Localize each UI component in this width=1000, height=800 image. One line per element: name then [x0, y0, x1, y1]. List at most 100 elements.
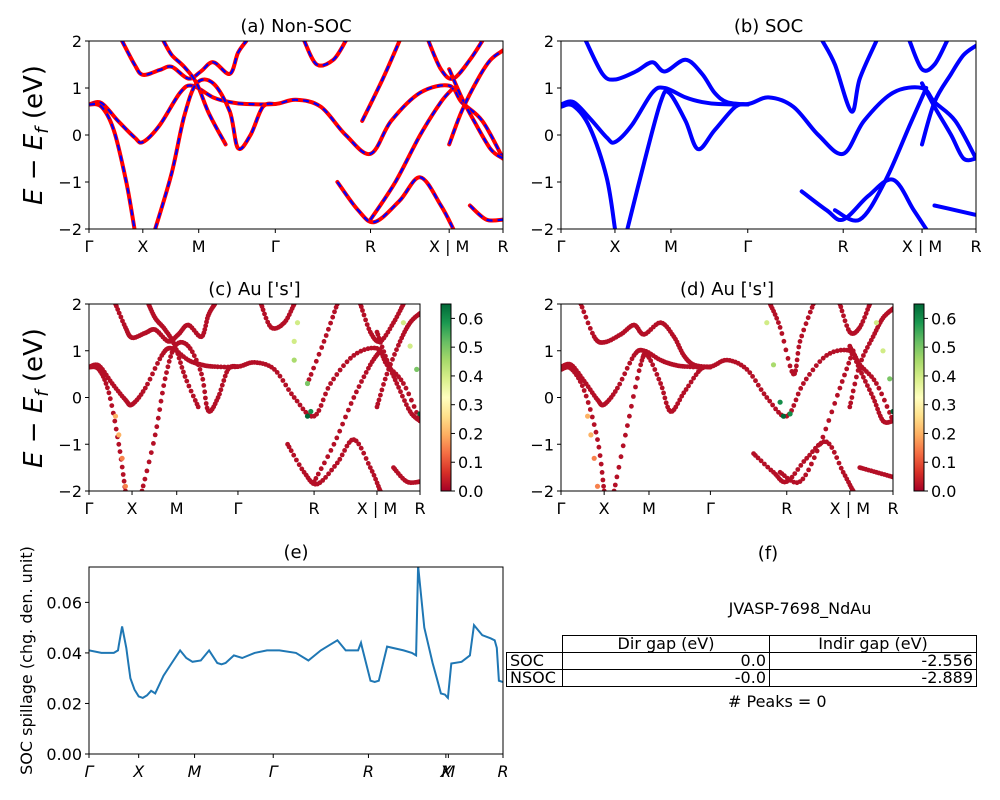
scatter-point	[659, 385, 665, 391]
colorbar-c: 0.0 0.1 0.2 0.3 0.4 0.5 0.6	[440, 303, 483, 501]
scatter-point	[627, 360, 633, 366]
scatter-point	[330, 314, 336, 320]
spillage-line-group	[89, 567, 503, 701]
scatter-point	[164, 370, 169, 375]
scatter-point	[168, 354, 174, 359]
x-tick-label: X	[137, 237, 148, 256]
scatter-point	[661, 390, 666, 396]
scatter-point	[686, 383, 691, 389]
scatter-point	[755, 382, 761, 388]
scatter-point	[884, 404, 890, 409]
scatter-point	[316, 408, 322, 413]
material-label: JVASP-7698_NdAu	[728, 599, 872, 619]
scatter-point	[631, 394, 636, 399]
scatter-point	[297, 402, 303, 408]
scatter-point	[152, 366, 158, 371]
scatter-point	[810, 304, 816, 307]
scatter-point	[617, 381, 623, 387]
scatter-point	[140, 389, 146, 394]
y-tick-label: 0.02	[46, 694, 82, 713]
scatter-point	[797, 339, 803, 344]
scatter-point	[286, 387, 291, 392]
scatter-point	[865, 345, 870, 350]
scatter-point	[598, 461, 604, 467]
scatter-point	[807, 372, 812, 377]
scatter-point	[291, 452, 297, 458]
scatter-point	[599, 470, 605, 475]
scatter-point	[663, 400, 669, 406]
y-tick-label: 0	[72, 126, 82, 145]
scatter-point	[356, 384, 362, 389]
scatter-point	[318, 466, 324, 472]
scatter-point	[218, 387, 224, 393]
scatter-point-highlight	[787, 411, 793, 417]
scatter-point	[854, 374, 859, 380]
scatter-point	[381, 382, 386, 387]
scatter-point	[337, 428, 343, 434]
scatter-point	[340, 421, 345, 427]
scatter-point	[583, 393, 589, 399]
scatter-point	[576, 375, 581, 381]
scatter-point	[193, 357, 199, 363]
y-tick-label: 1	[72, 79, 82, 98]
scatter-point-highlight	[400, 320, 406, 326]
scatter-point	[807, 309, 813, 315]
scatter-point	[157, 407, 163, 412]
scatter-point	[402, 398, 407, 403]
panel-a-non-soc-bands: (a) Non-SOC −2 −1 0 1 2 Γ X M Γ R X | M R E − Ef (eV)	[19, 16, 509, 256]
scatter-point-highlight	[887, 376, 893, 382]
scatter-point	[263, 315, 269, 321]
scatter-point	[398, 377, 404, 383]
scatter-point	[189, 349, 195, 355]
scatter-point	[787, 363, 793, 369]
scatter-point	[400, 393, 405, 399]
scatter-point	[852, 355, 858, 361]
scatter-point	[289, 391, 294, 397]
scatter-point	[375, 332, 381, 337]
scatter-point	[859, 370, 864, 376]
y-tick-label: −2	[58, 482, 82, 501]
x-tick-label: X	[439, 762, 452, 781]
scatter-point	[315, 471, 321, 477]
x-tick-label: R	[497, 762, 508, 781]
scatter-point	[363, 456, 369, 461]
scatter-point	[627, 413, 632, 419]
scatter-point	[365, 461, 371, 466]
scatter-point	[191, 353, 197, 359]
y-tick-label: 0	[544, 126, 554, 145]
scatter-point-highlight	[764, 320, 770, 326]
colorbar-tick-label: 0.5	[458, 338, 483, 357]
scatter-point	[179, 365, 185, 370]
scatter-point	[850, 351, 856, 357]
scatter-point	[827, 351, 833, 356]
scatter-point	[326, 326, 331, 332]
x-tick-label: X | M	[357, 499, 397, 518]
x-tick-label: X	[132, 762, 145, 781]
dir-gap-value: -0.0	[562, 669, 770, 687]
scatter-point	[331, 441, 337, 447]
scatter-point	[386, 366, 391, 372]
scatter-point	[776, 320, 781, 325]
scatter-point	[361, 374, 367, 380]
colorbar-tick-label: 0.3	[458, 396, 483, 415]
scatter-point	[371, 472, 377, 478]
scatter-point	[328, 448, 334, 453]
x-tick-label: M	[192, 237, 206, 256]
scatter-point	[750, 374, 755, 379]
scatter-point	[889, 414, 893, 420]
scatter-point	[791, 403, 797, 408]
scatter-point	[849, 395, 855, 400]
scatter-point	[392, 377, 398, 383]
scatter-point	[379, 344, 385, 350]
scatter-point-highlight	[890, 408, 893, 415]
scatter-point	[403, 385, 409, 391]
colorbar-gradient	[440, 303, 452, 492]
colorbar-d: 0.0 0.1 0.2 0.3 0.4 0.5 0.6	[913, 303, 956, 501]
scatter-point	[809, 461, 814, 467]
scatter-point	[832, 401, 838, 406]
scatter-point	[332, 464, 337, 469]
spillage-line	[89, 567, 503, 701]
scatter-point	[865, 383, 870, 388]
dir-gap-header: Dir gap (eV)	[562, 635, 770, 653]
scatter-point	[344, 443, 350, 449]
